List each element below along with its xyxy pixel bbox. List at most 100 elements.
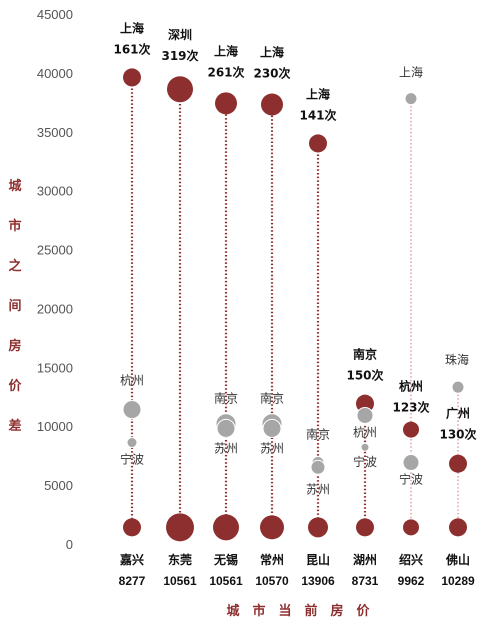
x-title-char: 房 <box>330 603 343 619</box>
data-point <box>356 518 374 537</box>
city-label: 深圳 <box>168 27 192 42</box>
data-point <box>403 421 419 438</box>
x-axis-title: 城市当前房价 <box>226 603 370 619</box>
count-label: 230次 <box>253 66 290 81</box>
data-point <box>166 513 194 542</box>
data-point <box>260 515 284 540</box>
city-label: 苏州 <box>260 441 284 455</box>
x-title-char: 市 <box>252 603 265 619</box>
category-name: 嘉兴 <box>119 552 144 567</box>
category-price: 10561 <box>209 574 243 588</box>
data-point <box>261 93 283 116</box>
count-label: 130次 <box>439 427 476 442</box>
category-price: 10289 <box>441 574 475 588</box>
category-price: 9962 <box>398 574 425 588</box>
x-title-char: 当 <box>278 603 291 619</box>
city-label: 上海 <box>306 86 330 101</box>
y-title-char: 差 <box>8 418 21 434</box>
city-label: 杭州 <box>120 373 144 388</box>
category-price: 13906 <box>301 574 335 588</box>
y-title-char: 城 <box>8 178 21 194</box>
data-point <box>451 380 465 394</box>
category-name: 绍兴 <box>399 552 423 567</box>
category-name: 东莞 <box>168 552 192 567</box>
category-name: 佛山 <box>445 552 470 567</box>
count-label: 123次 <box>392 400 429 415</box>
y-title-char: 房 <box>8 338 21 354</box>
y-tick-label: 45000 <box>37 7 73 22</box>
y-title-char: 价 <box>8 379 22 394</box>
city-label: 珠海 <box>445 352 469 367</box>
city-label: 南京 <box>353 347 377 362</box>
count-label: 161次 <box>113 41 150 56</box>
y-title-char: 之 <box>8 258 21 274</box>
category-name: 无锡 <box>213 552 238 567</box>
city-label: 杭州 <box>353 424 377 439</box>
city-label: 上海 <box>120 20 144 35</box>
city-label: 宁波 <box>120 452 144 467</box>
city-label: 广州 <box>446 406 470 421</box>
data-point <box>449 518 467 537</box>
y-title-char: 市 <box>8 218 21 234</box>
category-name: 常州 <box>260 552 284 567</box>
data-point <box>309 134 327 153</box>
data-point <box>123 518 141 537</box>
city-label: 上海 <box>260 45 284 60</box>
y-title-char: 间 <box>8 298 21 314</box>
category-price: 8277 <box>119 574 146 588</box>
city-label: 宁波 <box>399 472 423 487</box>
data-point <box>262 418 282 438</box>
data-point <box>216 418 236 438</box>
count-label: 141次 <box>299 107 336 122</box>
y-tick-label: 10000 <box>37 419 73 434</box>
count-label: 319次 <box>161 48 198 63</box>
data-point <box>360 442 370 452</box>
y-tick-label: 40000 <box>37 66 73 81</box>
data-point <box>308 517 328 538</box>
city-label: 上海 <box>214 43 238 58</box>
category-name: 湖州 <box>353 552 377 567</box>
dotted-stems <box>130 77 459 528</box>
city-label: 南京 <box>214 391 238 406</box>
data-point <box>123 68 141 87</box>
city-label: 南京 <box>306 427 330 442</box>
y-tick-label: 25000 <box>37 243 73 258</box>
y-axis: 0 5000 10000 15000 20000 25000 30000 35000 40000… <box>37 7 73 552</box>
data-point <box>403 519 419 536</box>
y-tick-label: 35000 <box>37 125 73 140</box>
x-title-char: 前 <box>304 603 317 619</box>
y-tick-label: 30000 <box>37 184 73 199</box>
data-point <box>126 437 138 449</box>
x-title-char: 城 <box>226 603 239 619</box>
data-point <box>310 459 326 475</box>
data-point <box>404 92 418 106</box>
count-label: 150次 <box>346 368 383 383</box>
category-name: 昆山 <box>306 552 330 567</box>
category-price: 10570 <box>255 574 289 588</box>
city-label: 上海 <box>399 65 423 80</box>
data-point <box>167 76 193 103</box>
category-price: 10561 <box>163 574 197 588</box>
y-tick-label: 5000 <box>44 478 73 493</box>
y-tick-label: 20000 <box>37 301 73 316</box>
city-label: 杭州 <box>399 379 423 394</box>
data-point <box>356 394 374 413</box>
category-price: 8731 <box>352 574 379 588</box>
data-point <box>122 400 142 420</box>
data-points <box>122 68 467 542</box>
city-label: 宁波 <box>353 454 377 469</box>
data-point <box>215 92 237 115</box>
data-point <box>213 514 239 541</box>
x-title-char: 价 <box>356 604 370 619</box>
data-point <box>449 454 467 473</box>
city-label: 苏州 <box>214 441 238 455</box>
y-tick-label: 15000 <box>37 360 73 375</box>
data-point <box>402 454 420 472</box>
x-axis-categories: 嘉兴 8277 东莞 10561 无锡 10561 常州 10570 昆山 13906 湖州 8731… <box>119 552 475 588</box>
city-label: 南京 <box>260 391 284 406</box>
count-label: 261次 <box>207 64 244 79</box>
data-point <box>356 406 374 424</box>
